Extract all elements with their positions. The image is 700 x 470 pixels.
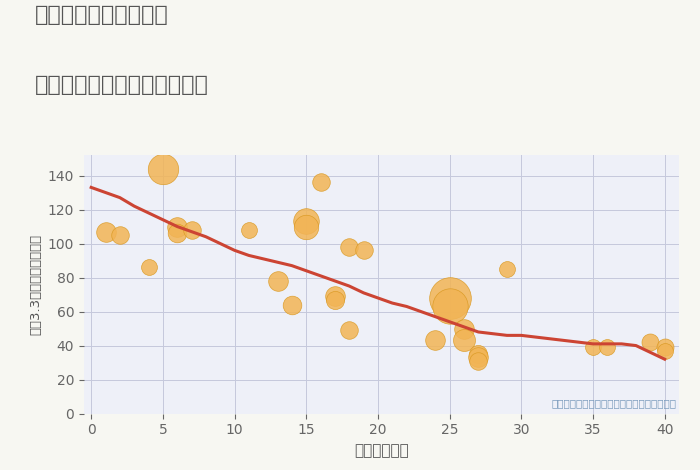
Point — [444, 294, 455, 302]
Point — [272, 277, 284, 285]
Point — [430, 337, 441, 344]
X-axis label: 築年数（年）: 築年数（年） — [354, 443, 409, 458]
Point — [300, 223, 312, 230]
Point — [458, 337, 470, 344]
Point — [473, 350, 484, 358]
Point — [344, 327, 355, 334]
Point — [172, 229, 183, 237]
Point — [659, 347, 671, 354]
Point — [501, 265, 512, 273]
Text: 円の大きさは、取引のあった物件面積を示す: 円の大きさは、取引のあった物件面積を示す — [551, 399, 676, 408]
Point — [186, 226, 197, 234]
Point — [458, 325, 470, 332]
Point — [358, 247, 369, 254]
Point — [587, 344, 598, 351]
Point — [286, 301, 297, 308]
Point — [172, 223, 183, 230]
Text: 奈良県奈良市朝日町の: 奈良県奈良市朝日町の — [35, 5, 169, 25]
Point — [143, 264, 154, 271]
Point — [100, 228, 111, 235]
Point — [645, 338, 656, 346]
Point — [300, 218, 312, 225]
Text: 築年数別中古マンション価格: 築年数別中古マンション価格 — [35, 75, 209, 95]
Point — [473, 357, 484, 365]
Point — [244, 226, 255, 234]
Point — [444, 303, 455, 310]
Point — [315, 179, 326, 186]
Point — [329, 296, 340, 304]
Point — [473, 354, 484, 361]
Point — [659, 344, 671, 351]
Y-axis label: 坪（3.3㎡）単価（万円）: 坪（3.3㎡）単価（万円） — [29, 234, 42, 335]
Point — [114, 231, 125, 239]
Point — [602, 344, 613, 351]
Point — [344, 243, 355, 251]
Point — [329, 292, 340, 300]
Point — [158, 165, 169, 172]
